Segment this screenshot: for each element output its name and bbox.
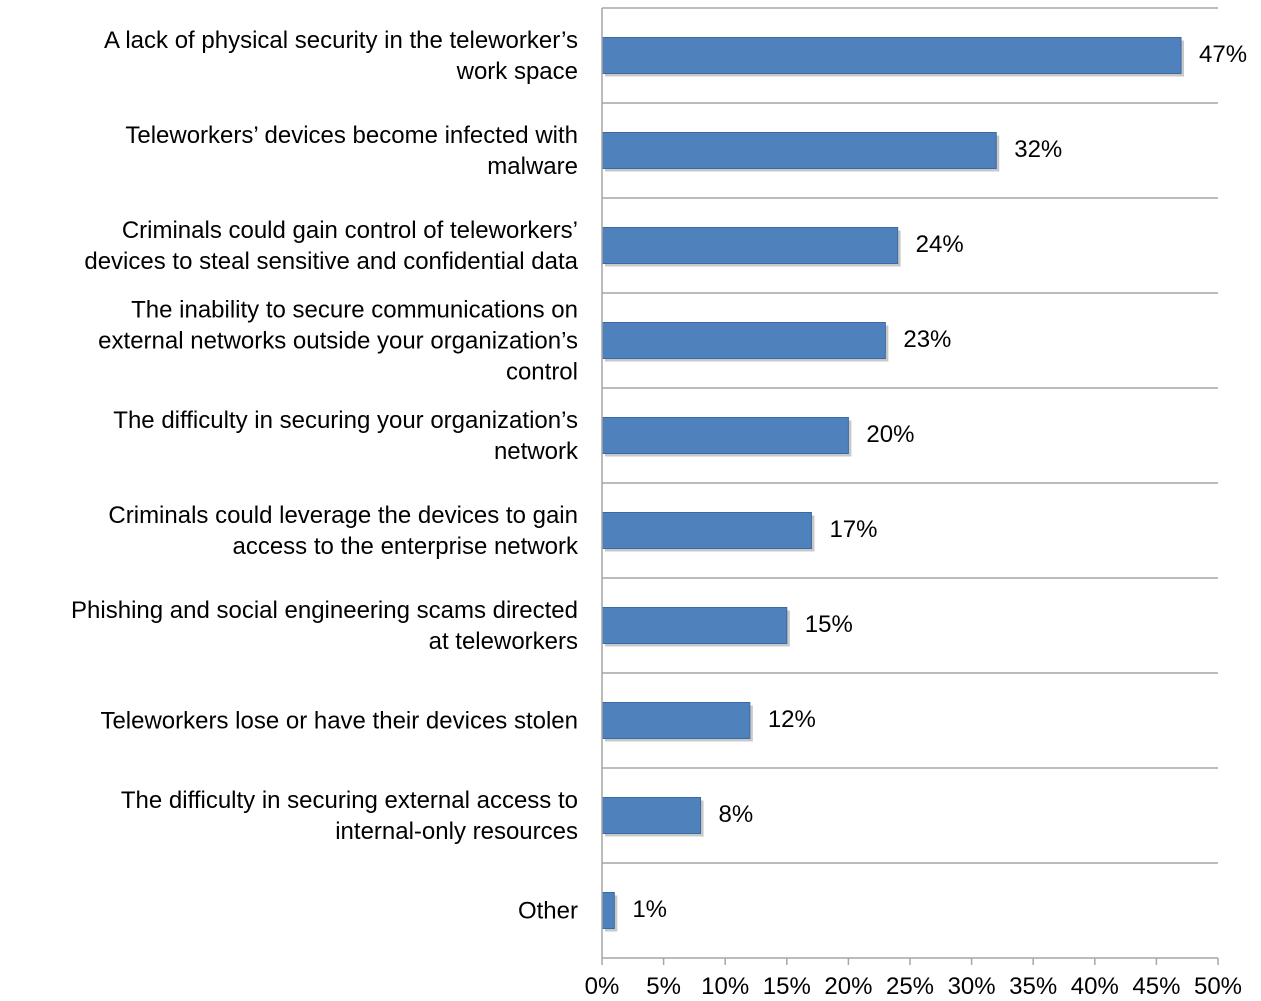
data-label: 15%	[805, 611, 853, 638]
bar	[601, 227, 899, 264]
x-tick-label: 20%	[824, 973, 872, 1000]
data-label: 12%	[768, 706, 816, 733]
bar	[601, 37, 1182, 74]
category-label-line: The difficulty in securing your organiza…	[113, 407, 578, 434]
category-label-line: network	[494, 438, 579, 465]
category-label-line: Criminals could leverage the devices to …	[108, 502, 578, 529]
category-label-line: external networks outside your organizat…	[98, 328, 578, 355]
data-label: 23%	[903, 326, 951, 353]
category-label: Teleworkers’ devices become infected wit…	[125, 122, 578, 180]
bar	[601, 417, 849, 454]
category-label-line: The inability to secure communications o…	[131, 297, 578, 324]
x-axis-ticks: 0% 5% 10% 15% 20% 25% 30% 35% 40% 45% 50%	[585, 958, 1242, 1000]
data-label: 47%	[1199, 41, 1247, 68]
category-label-line: Teleworkers’ devices become infected wit…	[125, 122, 578, 149]
category-label-line: Phishing and social engineering scams di…	[71, 597, 578, 624]
x-tick-label: 50%	[1194, 973, 1242, 1000]
category-labels: A lack of physical security in the telew…	[71, 27, 579, 925]
category-label: Phishing and social engineering scams di…	[71, 597, 578, 655]
category-label-line: malware	[487, 153, 578, 180]
category-label-line: Other	[518, 898, 578, 925]
category-label: Criminals could leverage the devices to …	[108, 502, 579, 560]
category-label-line: work space	[456, 58, 578, 85]
category-label-line: devices to steal sensitive and confident…	[84, 248, 578, 275]
x-tick-label: 15%	[763, 973, 811, 1000]
category-label-line: at teleworkers	[429, 628, 578, 655]
x-tick-label: 35%	[1009, 973, 1057, 1000]
category-label-line: A lack of physical security in the telew…	[104, 27, 578, 54]
x-tick-label: 5%	[646, 973, 681, 1000]
category-separators	[602, 7, 1218, 959]
x-tick-label: 30%	[948, 973, 996, 1000]
data-label: 32%	[1014, 136, 1062, 163]
data-label: 1%	[632, 896, 667, 923]
bar	[601, 132, 997, 169]
x-tick-label: 10%	[701, 973, 749, 1000]
category-label: The difficulty in securing external acce…	[121, 787, 578, 845]
data-label: 8%	[719, 801, 754, 828]
value-labels: 47% 32% 24% 23% 20% 17% 15% 12% 8% 1%	[632, 41, 1247, 923]
bar	[601, 892, 615, 929]
bar	[601, 607, 788, 644]
x-tick-label: 0%	[585, 973, 620, 1000]
data-label: 20%	[866, 421, 914, 448]
data-label: 24%	[916, 231, 964, 258]
category-label-line: Criminals could gain control of telework…	[122, 217, 578, 244]
x-tick-label: 25%	[886, 973, 934, 1000]
category-label: A lack of physical security in the telew…	[104, 27, 578, 85]
category-label: The inability to secure communications o…	[98, 297, 578, 386]
category-label-line: The difficulty in securing external acce…	[121, 787, 578, 814]
bar	[601, 322, 886, 359]
category-label: Teleworkers lose or have their devices s…	[100, 708, 578, 735]
x-tick-label: 45%	[1132, 973, 1180, 1000]
category-label: Criminals could gain control of telework…	[84, 217, 578, 275]
category-label-line: internal-only resources	[335, 818, 578, 845]
category-label: Other	[518, 898, 578, 925]
category-label: The difficulty in securing your organiza…	[113, 407, 579, 465]
bar	[601, 512, 812, 549]
category-label-line: control	[506, 359, 578, 386]
data-label: 17%	[829, 516, 877, 543]
bar	[601, 797, 702, 834]
category-label-line: access to the enterprise network	[232, 533, 579, 560]
bar	[601, 702, 751, 739]
bars	[601, 37, 1185, 932]
x-tick-label: 40%	[1071, 973, 1119, 1000]
category-label-line: Teleworkers lose or have their devices s…	[100, 708, 578, 735]
